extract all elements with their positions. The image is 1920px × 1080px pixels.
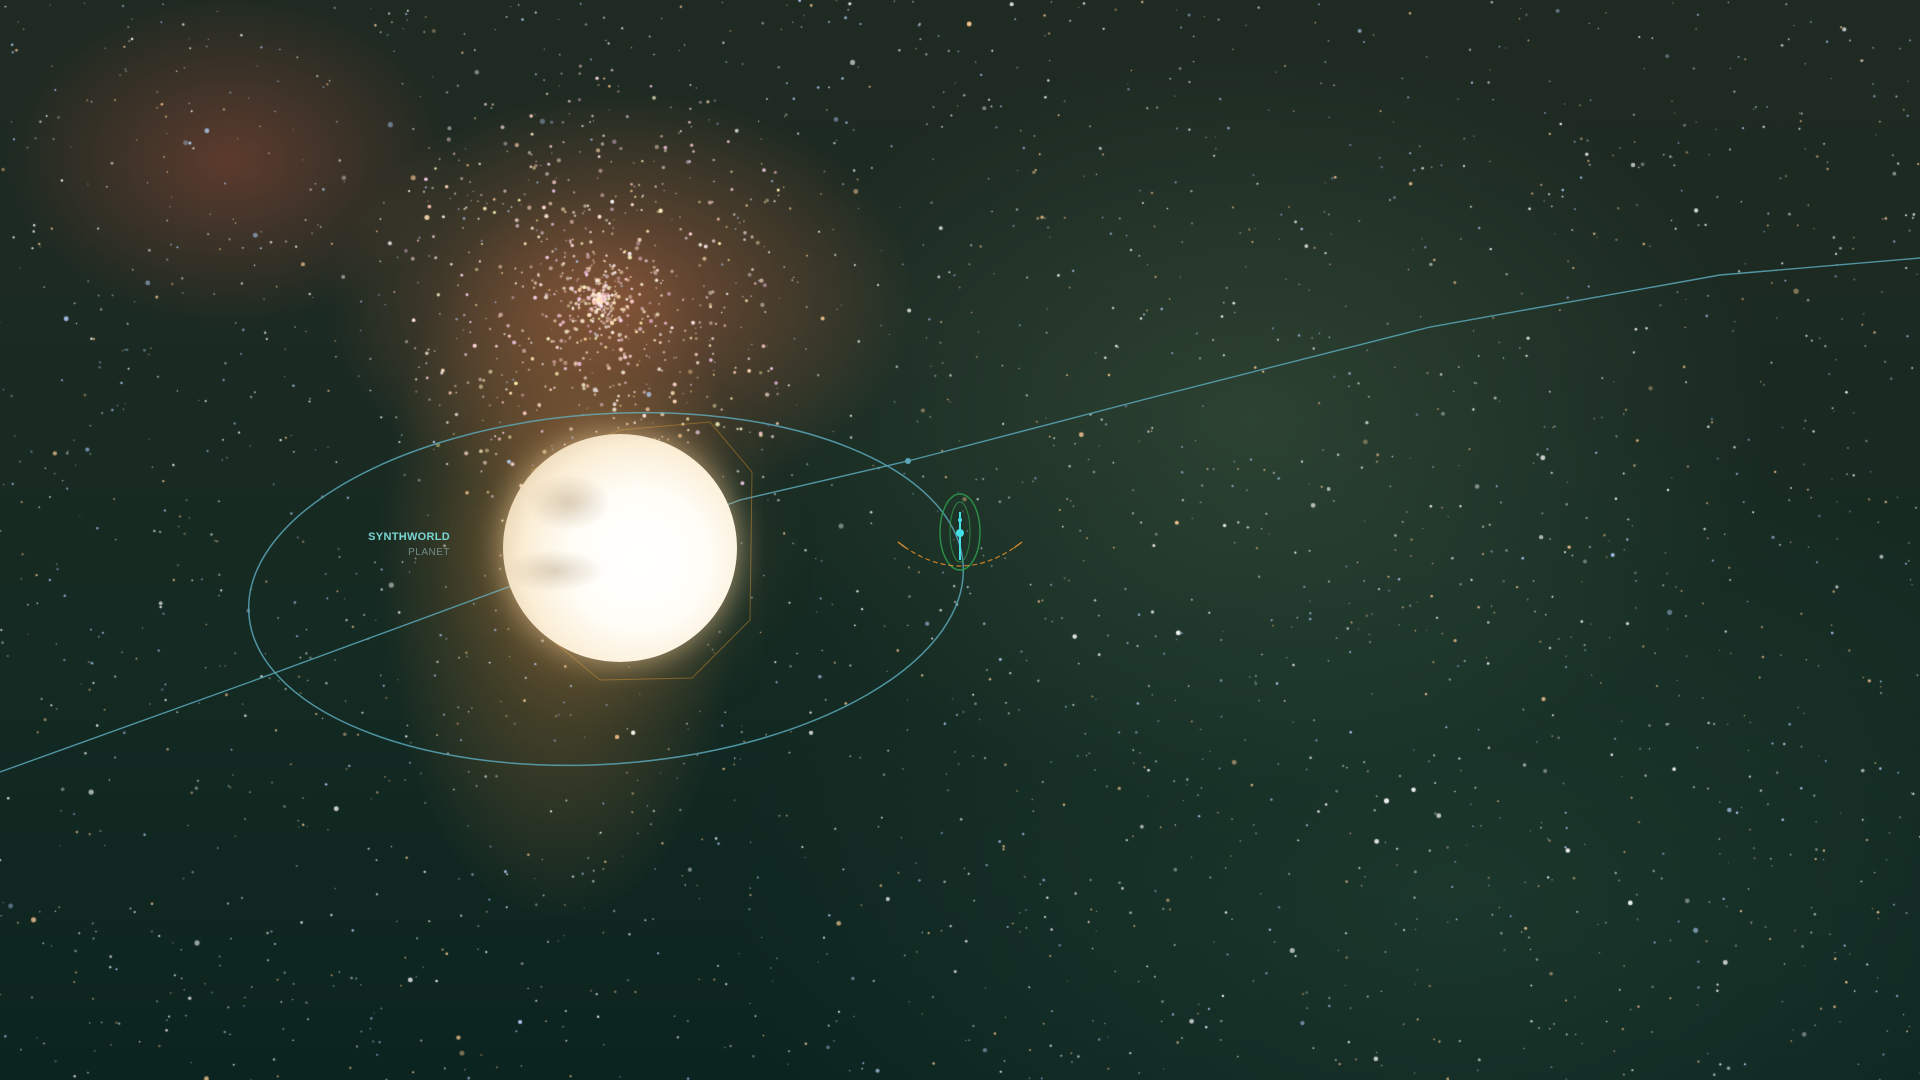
ship-dot bbox=[956, 529, 964, 537]
planet-orbit-ellipse bbox=[247, 411, 965, 767]
ship-dot-top bbox=[958, 518, 962, 522]
ship-bracket-outer bbox=[939, 493, 981, 571]
planet-name-label: SYNTHWORLD bbox=[368, 531, 450, 543]
orbit-node-marker bbox=[905, 458, 911, 464]
ship-bracket-inner bbox=[949, 501, 971, 563]
trajectory-line bbox=[0, 257, 1920, 773]
planet-synthworld[interactable] bbox=[503, 434, 737, 662]
planet-surface-shading bbox=[503, 434, 737, 662]
ship-orbit-ring bbox=[897, 541, 1023, 567]
planet-label[interactable]: SYNTHWORLD PLANET bbox=[330, 530, 450, 560]
ship-marker-icon[interactable] bbox=[897, 493, 1023, 571]
planet-type-label: PLANET bbox=[408, 547, 450, 558]
ship-orbit-ring-ticks bbox=[897, 541, 1023, 549]
